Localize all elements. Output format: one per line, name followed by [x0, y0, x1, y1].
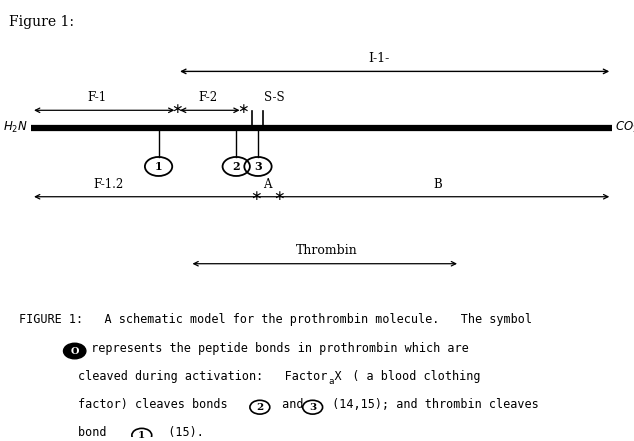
Text: and: and	[275, 398, 311, 411]
Text: FIGURE 1:   A schematic model for the prothrombin molecule.   The symbol: FIGURE 1: A schematic model for the prot…	[19, 314, 532, 326]
Text: O: O	[70, 347, 79, 355]
Circle shape	[63, 343, 86, 359]
Text: Thrombin: Thrombin	[295, 244, 357, 257]
Text: cleaved during activation:   Factor X: cleaved during activation: Factor X	[78, 370, 342, 383]
Text: B: B	[434, 178, 443, 191]
Text: F-1: F-1	[87, 91, 106, 104]
Text: 2: 2	[256, 403, 264, 412]
Text: 3: 3	[254, 161, 262, 172]
Text: 1: 1	[155, 161, 162, 172]
Text: $CO_2H$: $CO_2H$	[615, 120, 634, 135]
Text: (14,15); and thrombin cleaves: (14,15); and thrombin cleaves	[325, 398, 539, 411]
Text: $\ast$: $\ast$	[171, 102, 183, 116]
Text: $\ast$: $\ast$	[250, 189, 262, 203]
Text: ( a blood clothing: ( a blood clothing	[337, 370, 480, 383]
Text: I-1-: I-1-	[368, 52, 390, 65]
Text: A: A	[263, 178, 271, 191]
Text: $H_2N$: $H_2N$	[3, 120, 28, 135]
Text: $\ast$: $\ast$	[273, 189, 285, 203]
Text: F-1.2: F-1.2	[94, 178, 124, 191]
Text: Figure 1:: Figure 1:	[10, 15, 74, 29]
Text: factor) cleaves bonds: factor) cleaves bonds	[78, 398, 235, 411]
Text: 3: 3	[309, 403, 316, 412]
Text: bond: bond	[78, 426, 120, 439]
Text: (15).: (15).	[154, 426, 204, 439]
Text: represents the peptide bonds in prothrombin which are: represents the peptide bonds in prothrom…	[84, 341, 469, 355]
Text: S-S: S-S	[264, 91, 285, 104]
Text: F-2: F-2	[198, 91, 218, 104]
Text: $\ast$: $\ast$	[236, 102, 249, 116]
Text: a: a	[328, 377, 333, 386]
Text: 1: 1	[138, 431, 145, 440]
Text: 2: 2	[233, 161, 240, 172]
